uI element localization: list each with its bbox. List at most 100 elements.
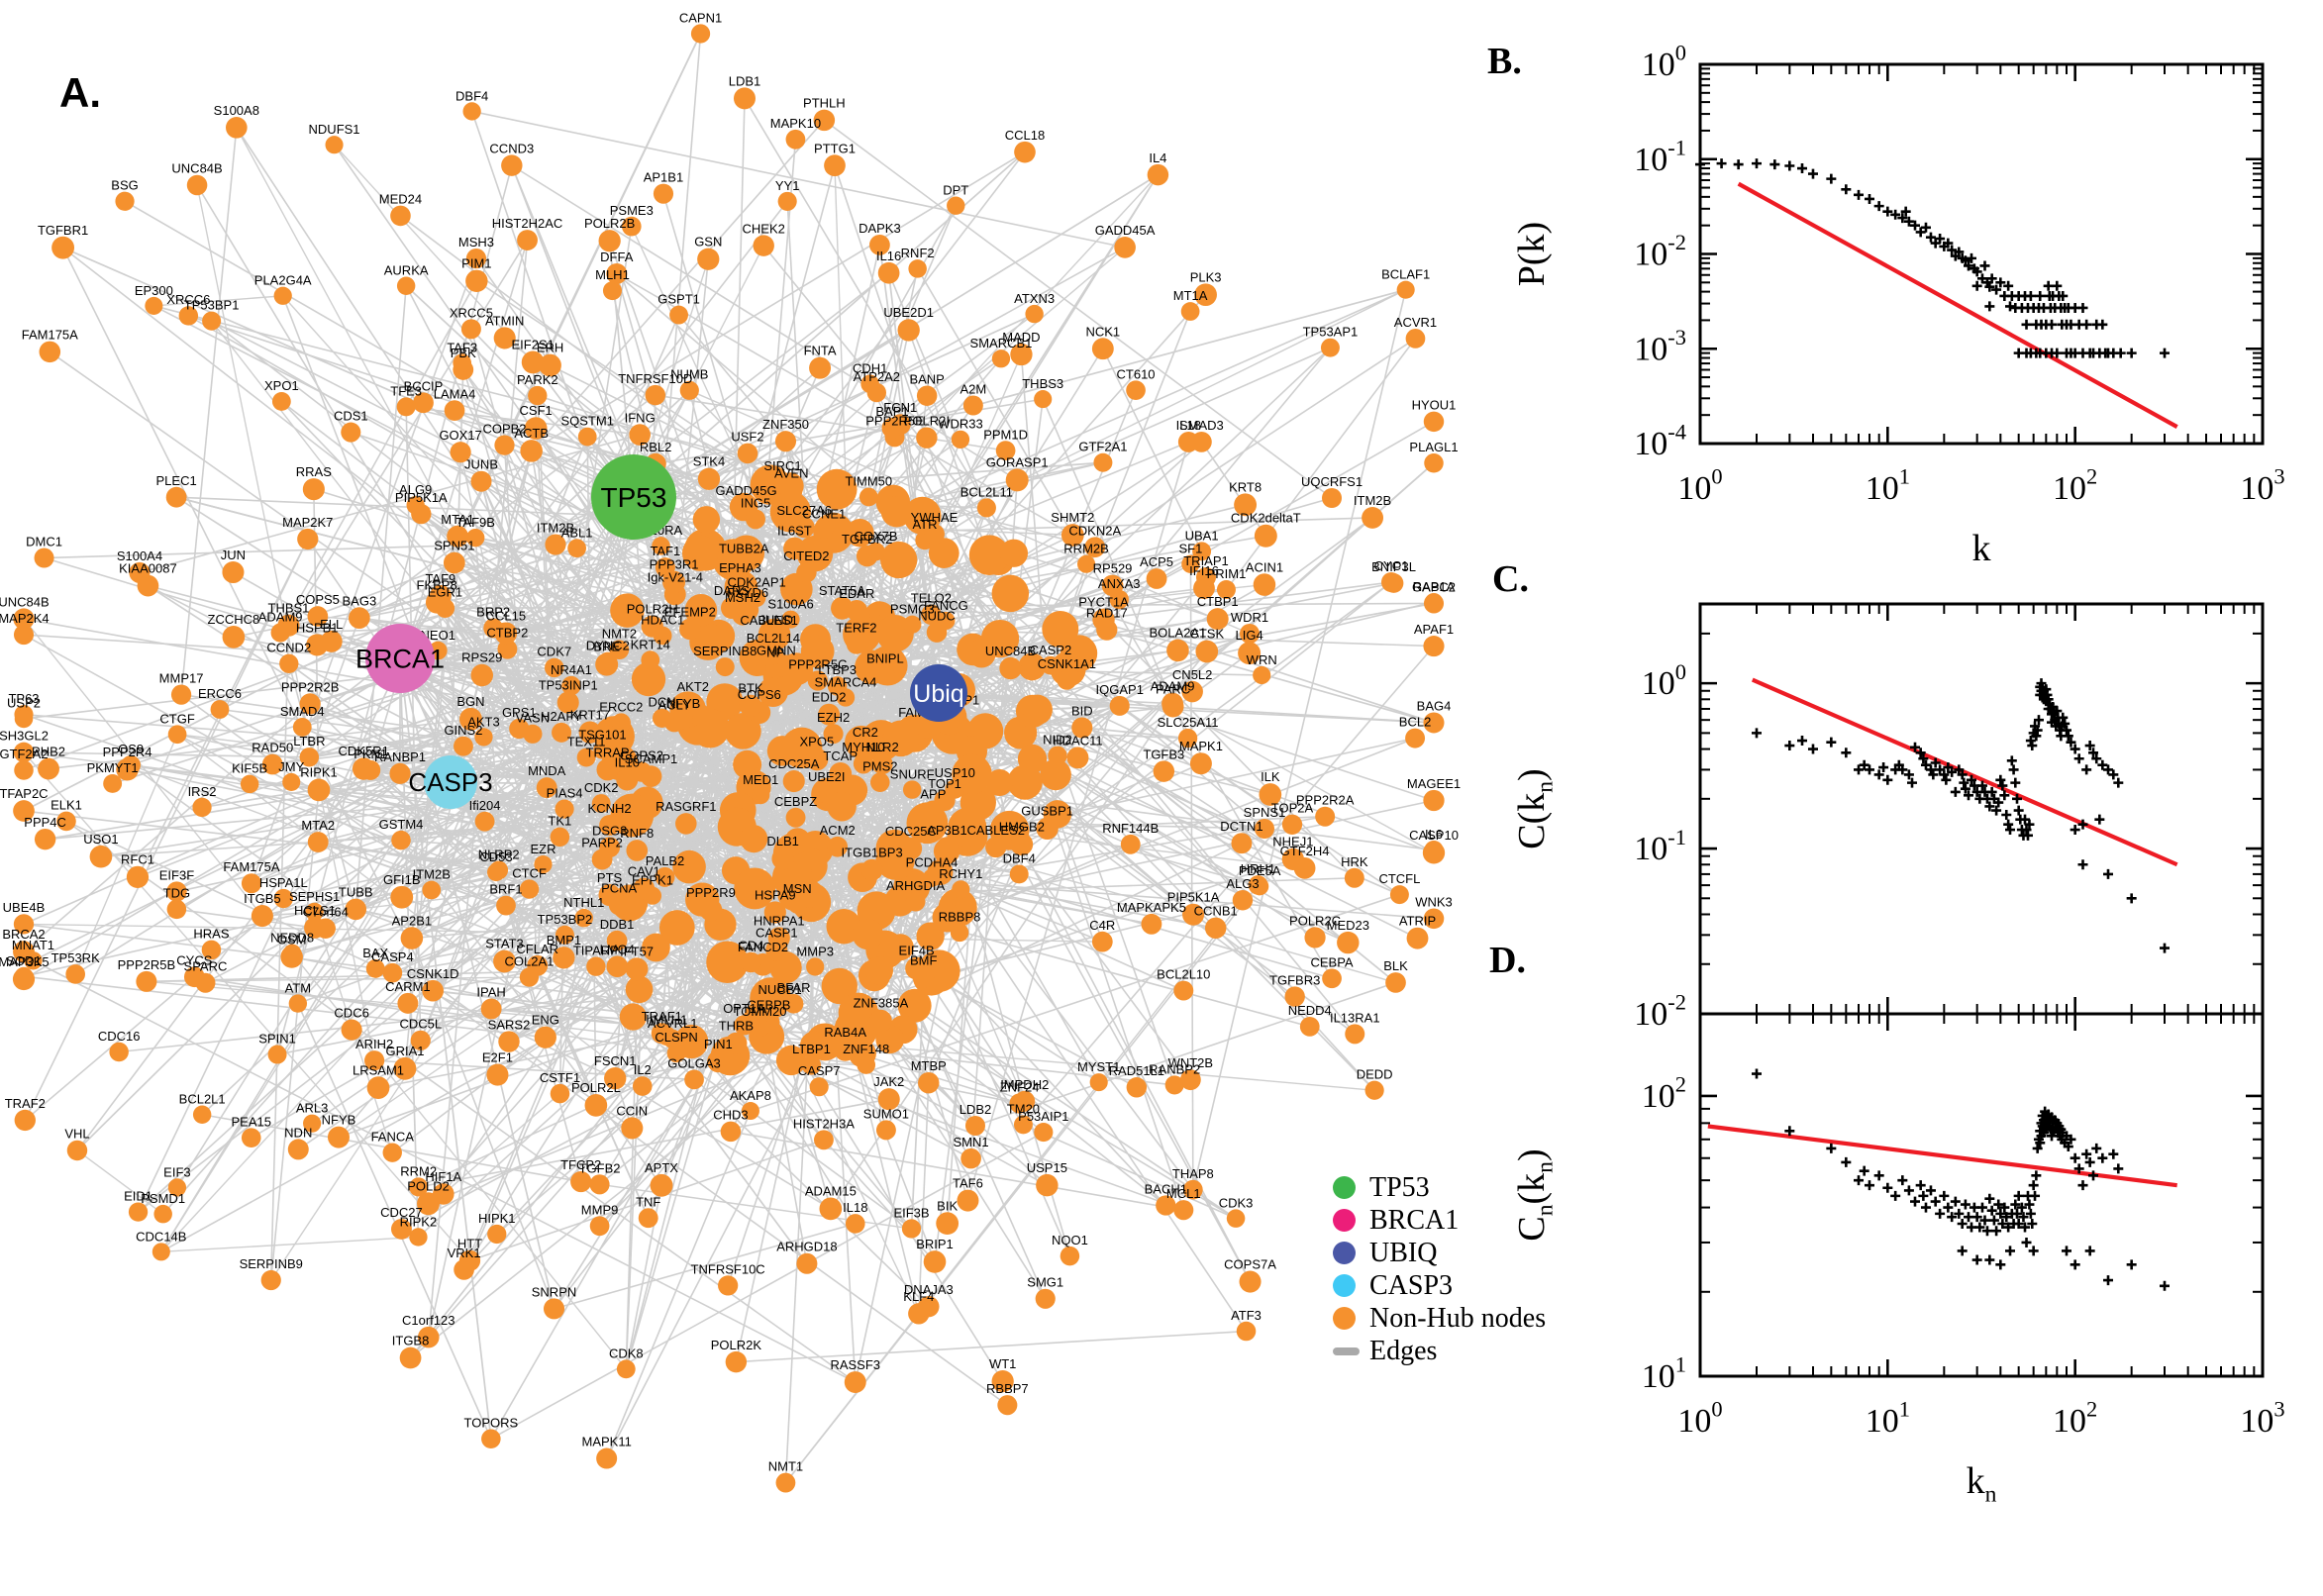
network-node xyxy=(758,627,780,649)
axis-title: Cn​(kn​) xyxy=(1511,1148,1558,1241)
network-node xyxy=(1010,833,1034,856)
tick-label: 101 xyxy=(1866,464,1910,507)
data-point xyxy=(1915,748,1926,758)
node-label: NDUFS1 xyxy=(309,122,360,137)
data-point xyxy=(1915,1180,1926,1191)
node-label: HYOU1 xyxy=(1412,398,1457,413)
network-node xyxy=(739,694,762,718)
node-label: NLR2 xyxy=(865,740,898,754)
node-label: FANCG xyxy=(924,598,968,613)
network-node xyxy=(1238,642,1262,665)
network-node xyxy=(734,867,776,910)
node-label: hMLH1 xyxy=(646,1013,687,1028)
axis-title: k xyxy=(1972,528,1991,569)
network-node xyxy=(1364,1080,1384,1100)
data-point xyxy=(1854,1175,1865,1186)
node-label: LDB1 xyxy=(729,73,761,88)
node-label: IQGAP1 xyxy=(1096,682,1144,697)
network-node xyxy=(487,1224,507,1245)
node-label: FSCN1 xyxy=(594,1053,637,1068)
network-node xyxy=(1253,665,1271,685)
node-label: CASP2 xyxy=(1030,643,1072,657)
brca1-node-icon xyxy=(1333,1209,1356,1232)
node-label: EP300 xyxy=(135,283,173,298)
network-node xyxy=(1179,1069,1201,1091)
edge xyxy=(160,1236,419,1253)
network-node xyxy=(307,606,329,627)
network-node xyxy=(903,615,922,634)
data-point xyxy=(2033,715,2044,726)
node-label: S100A4 xyxy=(117,549,162,563)
network-node xyxy=(734,1015,755,1036)
node-label: HRK xyxy=(1341,854,1368,869)
network-node xyxy=(38,757,59,780)
node-label: IFNG xyxy=(625,410,656,425)
network-node xyxy=(960,1147,981,1169)
network-node xyxy=(1173,1200,1194,1221)
node-label: PMS2 xyxy=(862,758,897,773)
network-node xyxy=(1120,834,1141,854)
network-node xyxy=(1304,927,1326,948)
node-label: BIK xyxy=(937,1198,958,1213)
node-label: CDK5R1 xyxy=(339,744,389,758)
edge xyxy=(405,285,635,498)
node-label: BCL2L1 xyxy=(179,1092,226,1107)
node-label: P53AIP1 xyxy=(1018,1109,1068,1124)
data-point xyxy=(1859,759,1869,770)
network-node xyxy=(325,136,344,154)
network-node xyxy=(783,537,806,560)
network-node xyxy=(882,720,920,757)
data-point xyxy=(1935,1208,1946,1219)
node-label: RAD51L1 xyxy=(1109,1063,1164,1078)
node-label: UNC84B xyxy=(985,644,1036,658)
node-label: PLAGL1 xyxy=(1409,440,1458,454)
edge xyxy=(531,150,1026,452)
data-point xyxy=(2084,741,2095,751)
node-label: EIF3 xyxy=(163,1164,190,1179)
node-label: BAX xyxy=(362,946,388,960)
network-node xyxy=(555,799,574,819)
data-point xyxy=(1974,1222,1985,1233)
data-point xyxy=(1928,769,1939,780)
node-label: CD4 xyxy=(739,939,764,953)
data-point xyxy=(2024,819,2035,830)
data-point xyxy=(2021,319,2032,330)
node-label: BRIP1 xyxy=(916,1237,954,1251)
node-label: TSG101 xyxy=(578,728,626,743)
network-node xyxy=(928,538,960,568)
node-label: BCL2 xyxy=(1399,715,1432,730)
network-node xyxy=(815,520,834,540)
node-label: TAF1 xyxy=(650,544,680,558)
network-node xyxy=(304,917,326,939)
network-node xyxy=(240,774,259,794)
network-node xyxy=(126,865,150,888)
edge xyxy=(888,1098,1048,1186)
node-label: TP53BP1 xyxy=(184,298,240,313)
network-node xyxy=(662,1029,682,1048)
edge xyxy=(450,369,464,783)
tick-label: 103 xyxy=(2240,464,2284,507)
data-point xyxy=(2052,280,2063,291)
edge xyxy=(918,1082,930,1314)
network-node xyxy=(985,836,1007,858)
node-label: CYC1 xyxy=(1374,558,1409,573)
network-node xyxy=(152,1243,170,1261)
node-label: GINS2 xyxy=(444,723,482,738)
data-point xyxy=(1882,774,1893,785)
node-label: PLEC1 xyxy=(156,473,197,488)
network-node xyxy=(922,868,942,887)
edge xyxy=(308,617,360,758)
node-label: THRB xyxy=(719,1019,754,1034)
network-node xyxy=(577,427,597,447)
node-label: SERPINB8 xyxy=(693,644,757,658)
node-label: DBF4 xyxy=(455,88,488,103)
edge xyxy=(160,463,656,1252)
tick-label: 100 xyxy=(1642,659,1686,702)
node-label: XRCC6 xyxy=(166,292,210,307)
network-node xyxy=(493,949,516,973)
data-point xyxy=(1841,1156,1852,1167)
edge xyxy=(784,441,826,531)
node-label: NFYB xyxy=(666,696,701,711)
node-label: C7orf64 xyxy=(303,905,349,920)
